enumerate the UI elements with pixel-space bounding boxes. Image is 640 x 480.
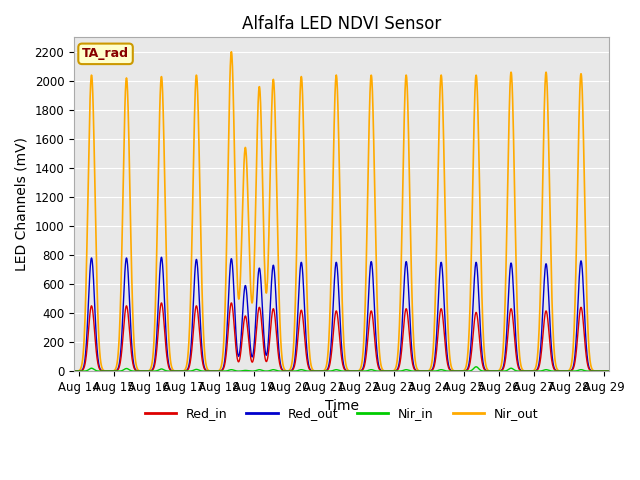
Red_in [589,368,597,374]
Nir_out [590,368,598,373]
Red_out [157,254,165,260]
Red_out [590,368,598,374]
Nir_in [590,368,598,374]
Line: Nir_out: Nir_out [74,52,609,371]
Nir_out [228,49,236,55]
Nir_in [472,364,480,370]
Nir_out [605,368,613,374]
Nir_out [97,362,105,368]
Red_in [97,368,105,373]
Red_out [316,368,324,374]
Nir_out [492,368,499,374]
Line: Red_out: Red_out [74,257,609,371]
Nir_out [70,368,78,374]
Nir_in [97,368,105,374]
Nir_in [589,368,597,374]
Line: Nir_in: Nir_in [74,367,609,371]
Legend: Red_in, Red_out, Nir_in, Nir_out: Red_in, Red_out, Nir_in, Nir_out [140,402,543,425]
Nir_in [70,368,78,374]
Nir_out [589,368,597,373]
X-axis label: Time: Time [324,399,358,413]
Nir_out [331,111,339,117]
Red_in [605,368,613,374]
Red_in [316,368,324,374]
Red_in [590,368,598,374]
Line: Red_in: Red_in [74,303,609,371]
Title: Alfalfa LED NDVI Sensor: Alfalfa LED NDVI Sensor [242,15,441,33]
Nir_in [605,368,613,374]
Y-axis label: LED Channels (mV): LED Channels (mV) [15,137,29,271]
Red_out [492,368,499,374]
Red_out [331,277,339,283]
Text: TA_rad: TA_rad [82,48,129,60]
Red_in [228,300,236,306]
Red_out [605,368,613,374]
Red_out [589,368,597,374]
Red_out [70,368,78,374]
Red_in [492,368,499,374]
Nir_in [330,367,338,373]
Red_in [70,368,78,374]
Red_in [331,318,339,324]
Nir_out [316,368,324,374]
Nir_in [492,368,499,374]
Nir_in [316,368,324,374]
Red_out [97,368,105,373]
